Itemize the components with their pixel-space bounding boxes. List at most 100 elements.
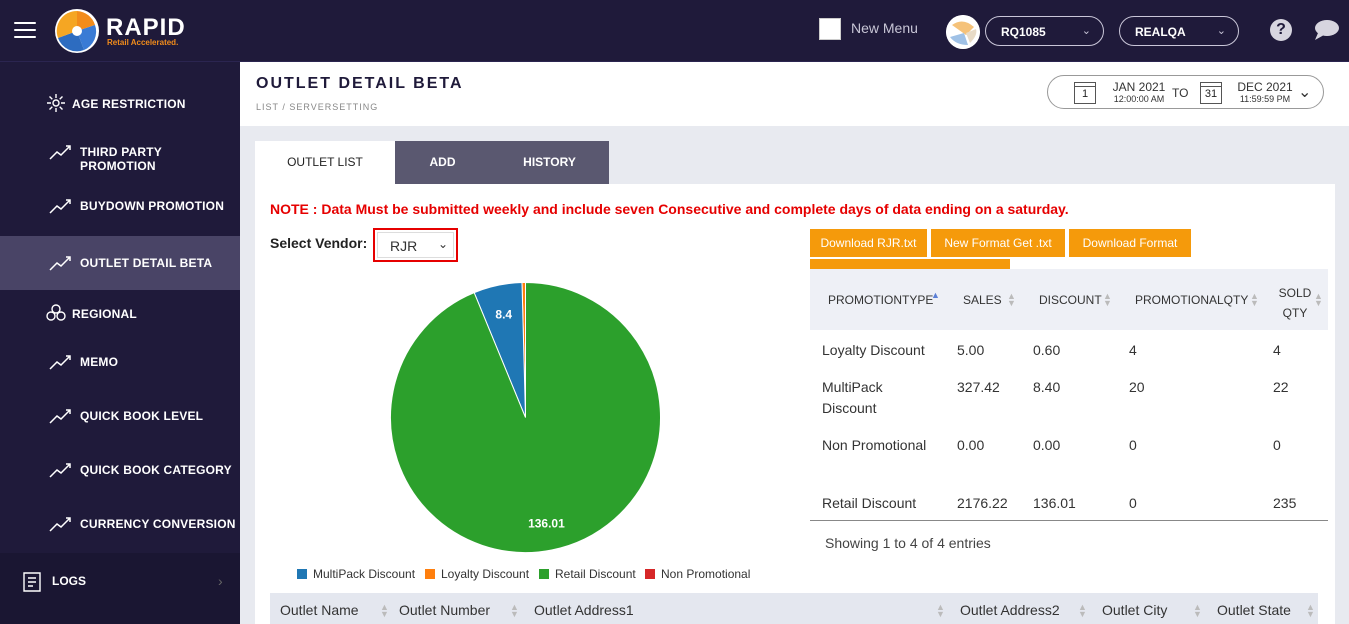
- date-to: DEC 2021 11:59:59 PM: [1234, 81, 1296, 105]
- tab-outlet-list[interactable]: OUTLET LIST: [255, 141, 395, 184]
- cell-discount: 0.60: [1033, 342, 1061, 358]
- avatar-image: [946, 15, 980, 49]
- column-header-sales[interactable]: SALES: [963, 293, 1002, 307]
- tab-add[interactable]: ADD: [395, 141, 490, 184]
- column-header-outlet-name[interactable]: Outlet Name: [280, 602, 359, 618]
- sort-icon[interactable]: ▲ ▼: [1314, 291, 1323, 308]
- cell-promotionalqty: 20: [1129, 379, 1145, 395]
- partially-hidden-button[interactable]: [810, 259, 1010, 269]
- sidebar-item-currency-conversion[interactable]: CURRENCY CONVERSION: [0, 497, 240, 551]
- environment-select[interactable]: REALQA ⌄: [1119, 16, 1239, 46]
- sidebar-item-logs[interactable]: LOGS ›: [0, 553, 240, 624]
- sidebar-item-buydown-promotion[interactable]: BUYDOWN PROMOTION: [0, 179, 240, 233]
- pie-slice-retail[interactable]: [390, 281, 661, 553]
- sort-icon[interactable]: ▲ ▼: [1250, 291, 1259, 308]
- download-rjr-button[interactable]: Download RJR.txt: [810, 229, 927, 257]
- legend-swatch: [645, 569, 655, 579]
- page-title: OUTLET DETAIL BETA: [256, 75, 464, 92]
- sort-icon[interactable]: ▲ ▼: [1193, 602, 1202, 619]
- cell-promotiontype: Non Promotional: [822, 437, 927, 453]
- sort-icon[interactable]: ▲ ▼: [1078, 602, 1087, 619]
- column-header-outlet-city[interactable]: Outlet City: [1102, 602, 1168, 618]
- chevron-down-icon: ⌄: [1081, 25, 1091, 37]
- date-from-month: JAN 2021: [1112, 80, 1166, 94]
- cell-promotiontype: MultiPack Discount: [822, 379, 883, 416]
- column-header-promotiontype[interactable]: PROMOTIONTYPE: [828, 293, 934, 307]
- column-header-outlet-address2[interactable]: Outlet Address2: [960, 602, 1060, 618]
- document-icon: [23, 572, 41, 592]
- sort-icon[interactable]: ▲ ▼: [1007, 291, 1016, 308]
- chat-icon[interactable]: [1313, 19, 1339, 41]
- calendar-icon: 31: [1200, 82, 1222, 104]
- avatar[interactable]: [946, 15, 980, 49]
- date-from-day: 1: [1081, 88, 1089, 100]
- sidebar-item-memo[interactable]: MEMO: [0, 335, 240, 389]
- sidebar-item-label: CURRENCY CONVERSION: [80, 517, 236, 531]
- legend-label: Loyalty Discount: [441, 567, 530, 581]
- sort-icon[interactable]: ▲ ▼: [936, 602, 945, 619]
- column-header-sold-qty[interactable]: SOLD QTY: [1278, 286, 1312, 320]
- sidebar-item-third-party-promotion[interactable]: THIRD PARTY PROMOTION: [0, 125, 240, 179]
- breadcrumb: LIST / SERVERSETTING: [256, 102, 379, 112]
- sidebar-item-quick-book-category[interactable]: QUICK BOOK CATEGORY: [0, 443, 240, 497]
- column-header-discount[interactable]: DISCOUNT: [1039, 293, 1102, 307]
- legend-swatch: [539, 569, 549, 579]
- brand-tagline: Retail Accelerated.: [107, 38, 179, 47]
- table-info: Showing 1 to 4 of 4 entries: [825, 535, 991, 551]
- sort-icon[interactable]: ▲ ▼: [380, 602, 389, 619]
- sidebar-item-outlet-detail-beta[interactable]: OUTLET DETAIL BETA: [0, 236, 240, 290]
- vendor-select[interactable]: RJR ⌄: [373, 228, 458, 262]
- date-to-month: DEC 2021: [1237, 80, 1293, 94]
- trend-icon: [49, 463, 71, 478]
- column-header-outlet-address1[interactable]: Outlet Address1: [534, 602, 634, 618]
- sidebar-item-quick-book-level[interactable]: QUICK BOOK LEVEL: [0, 389, 240, 443]
- cell-discount: 0.00: [1033, 437, 1061, 453]
- environment-select-value: REALQA: [1135, 25, 1186, 39]
- chevron-down-icon: ⌄: [1298, 84, 1312, 101]
- column-header-outlet-number[interactable]: Outlet Number: [399, 602, 491, 618]
- download-format-button[interactable]: Download Format: [1069, 229, 1191, 257]
- column-header-promotionalqty[interactable]: PROMOTIONALQTY: [1135, 293, 1249, 307]
- new-menu-checkbox[interactable]: [819, 18, 841, 40]
- summary-table-header: PROMOTIONTYPE ▲ SALES ▲ ▼ DISCOUNT ▲ ▼ PRO…: [810, 269, 1328, 330]
- legend-label: MultiPack Discount: [313, 567, 416, 581]
- legend-swatch: [297, 569, 307, 579]
- sidebar-item-age-restriction[interactable]: AGE RESTRICTION: [0, 77, 240, 131]
- new-format-get-button[interactable]: New Format Get .txt: [931, 229, 1065, 257]
- legend-item[interactable]: Retail Discount: [539, 567, 636, 581]
- date-range-picker[interactable]: 1 JAN 2021 12:00:00 AM TO 31 DEC 2021 11…: [1047, 75, 1324, 109]
- rapid-logo-icon: [55, 9, 99, 53]
- sort-asc-icon[interactable]: ▲: [931, 290, 940, 300]
- legend-item[interactable]: MultiPack Discount: [297, 567, 415, 581]
- sidebar-item-label: THIRD PARTY PROMOTION: [80, 145, 162, 173]
- sidebar-logs-label: LOGS: [52, 574, 87, 588]
- sidebar-item-label: REGIONAL: [72, 307, 137, 321]
- cell-promotionalqty: 4: [1129, 342, 1137, 358]
- outlet-table-header: Outlet Name ▲ ▼ Outlet Number ▲ ▼ Outlet A…: [270, 593, 1318, 624]
- column-header-outlet-state[interactable]: Outlet State: [1217, 602, 1291, 618]
- tab-history[interactable]: HISTORY: [490, 141, 609, 184]
- cell-sales: 2176.22: [957, 495, 1008, 511]
- date-from: JAN 2021 12:00:00 AM: [1108, 81, 1170, 105]
- table-divider: [810, 520, 1328, 521]
- legend-item[interactable]: Loyalty Discount: [425, 567, 529, 581]
- sidebar-item-regional[interactable]: REGIONAL: [0, 287, 240, 341]
- hamburger-icon[interactable]: [14, 22, 36, 40]
- sidebar-item-label: QUICK BOOK LEVEL: [80, 409, 204, 423]
- top-bar: RAPID Retail Accelerated. New Menu RQ108…: [0, 0, 1349, 62]
- store-select[interactable]: RQ1085 ⌄: [985, 16, 1104, 46]
- cell-promotionalqty: 0: [1129, 495, 1137, 511]
- sort-icon[interactable]: ▲ ▼: [1103, 291, 1112, 308]
- cell-promotiontype: Retail Discount: [822, 495, 917, 511]
- cluster-icon: [46, 304, 66, 321]
- legend-item[interactable]: Non Promotional: [645, 567, 750, 581]
- legend-label: Non Promotional: [661, 567, 751, 581]
- cell-sold-qty: 235: [1273, 495, 1297, 511]
- vendor-select-value: RJR: [390, 238, 418, 254]
- sort-icon[interactable]: ▲ ▼: [510, 602, 519, 619]
- help-icon[interactable]: ?: [1270, 19, 1292, 41]
- trend-icon: [49, 256, 71, 271]
- trend-icon: [49, 517, 71, 532]
- sort-icon[interactable]: ▲ ▼: [1306, 602, 1315, 619]
- cell-sales: 5.00: [957, 342, 985, 358]
